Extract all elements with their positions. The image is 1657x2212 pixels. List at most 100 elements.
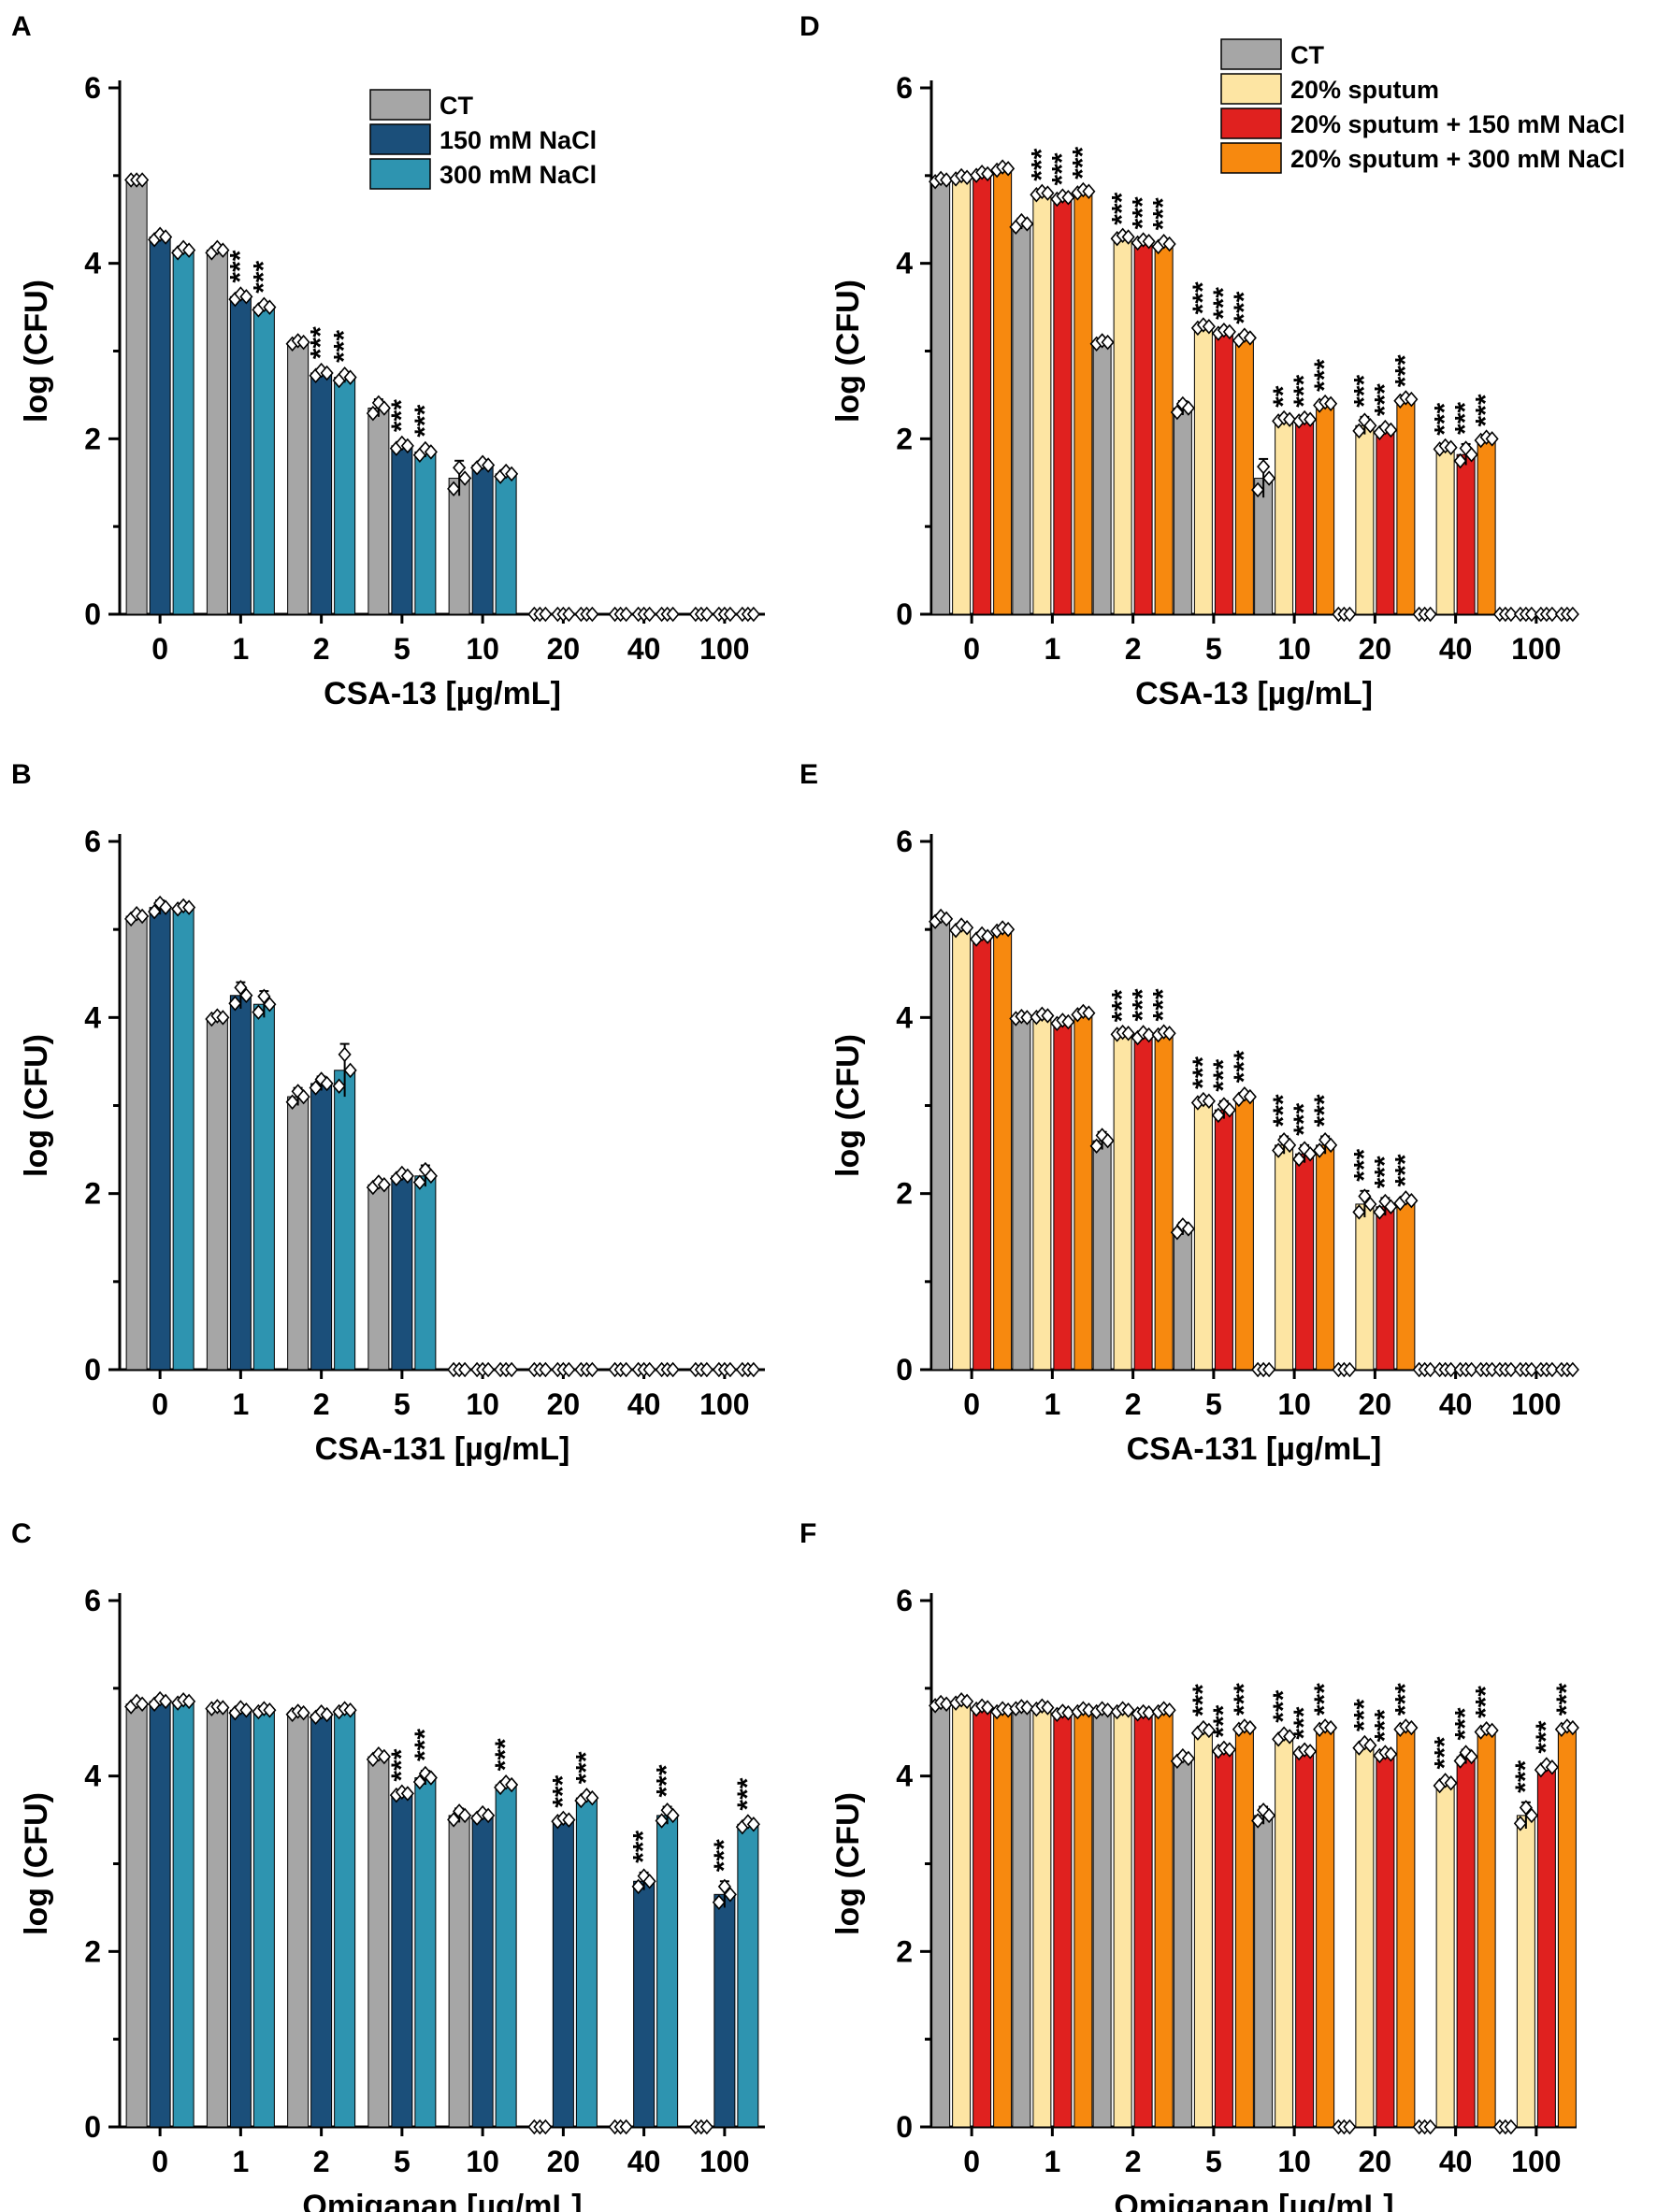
diamond-marker-icon — [296, 334, 310, 351]
bar-20-sputum — [1275, 1735, 1294, 2128]
diamond-marker-icon — [239, 289, 253, 305]
diamond-marker-icon — [424, 444, 438, 460]
significance-label: *** — [1450, 402, 1481, 435]
bar-20-sputum-300-mm-nacl — [1396, 1199, 1416, 1371]
diamond-marker-icon — [216, 1700, 230, 1716]
diamond-marker-icon — [981, 165, 995, 182]
x-tick-label: 1 — [1044, 1387, 1060, 1421]
legend-label: CT — [439, 92, 473, 120]
x-tick-label: 5 — [1205, 632, 1222, 666]
x-tick-label: 2 — [313, 2145, 330, 2178]
bar-20-sputum-150-mm-nacl — [1214, 331, 1233, 615]
diamond-marker-icon — [505, 1776, 519, 1793]
y-axis-title: log (CFU) — [19, 280, 54, 423]
bar-ct — [931, 918, 951, 1371]
x-tick-label: 0 — [151, 1387, 168, 1421]
diamond-marker-icon — [182, 1693, 196, 1710]
diamond-marker-icon — [539, 2119, 553, 2135]
x-tick-label: 5 — [1205, 2145, 1222, 2178]
x-axis-title: Omiganan [µg/mL] — [302, 2189, 582, 2212]
diamond-marker-icon — [458, 1807, 472, 1824]
diamond-marker-icon — [585, 1789, 599, 1806]
diamond-marker-icon — [252, 1004, 266, 1020]
diamond-marker-icon — [320, 1075, 334, 1092]
y-tick-label: 4 — [84, 247, 101, 280]
diamond-marker-icon — [296, 1088, 310, 1105]
diamond-marker-icon — [320, 1706, 334, 1723]
significance-label: *** — [1390, 354, 1420, 387]
bar-150-mm-nacl — [391, 445, 413, 615]
bar-ct — [1254, 1815, 1274, 2128]
significance-label: *** — [1268, 1094, 1299, 1127]
y-tick-label: 2 — [896, 1177, 913, 1211]
bar-300-mm-nacl — [334, 1709, 356, 2128]
x-tick-label: 10 — [466, 2145, 499, 2178]
diamond-marker-icon — [343, 369, 357, 385]
bar-20-sputum-150-mm-nacl — [1214, 1749, 1233, 2128]
significance-label: *** — [570, 1751, 601, 1784]
diamond-marker-icon — [1545, 1760, 1559, 1775]
legend-label: 20% sputum — [1290, 76, 1439, 104]
diamond-marker-icon — [746, 1361, 760, 1378]
x-tick-label: 0 — [963, 1387, 980, 1421]
bar-300-mm-nacl — [252, 1003, 275, 1371]
y-tick-label: 6 — [84, 825, 101, 858]
diamond-marker-icon — [159, 899, 173, 915]
significance-label: *** — [1551, 1683, 1582, 1716]
diamond-marker-icon — [136, 172, 150, 188]
bar-300-mm-nacl — [414, 451, 437, 615]
diamond-marker-icon — [1405, 391, 1419, 408]
diamond-marker-icon — [1162, 1026, 1176, 1041]
x-tick-label: 10 — [1277, 1387, 1311, 1421]
bar-20-sputum — [1113, 1032, 1132, 1371]
diamond-marker-icon — [1121, 1026, 1135, 1041]
diamond-marker-icon — [234, 980, 248, 996]
diamond-marker-icon — [1202, 1722, 1216, 1739]
bar-20-sputum-300-mm-nacl — [1316, 1144, 1335, 1371]
x-tick-label: 5 — [1205, 1387, 1222, 1421]
bar-ct — [287, 1096, 310, 1371]
bar-ct — [206, 250, 228, 615]
diamond-marker-icon — [1373, 1204, 1387, 1220]
bar-20-sputum-300-mm-nacl — [993, 928, 1013, 1371]
diamond-marker-icon — [1061, 1013, 1075, 1030]
diamond-marker-icon — [1304, 1146, 1318, 1162]
bar-20-sputum-150-mm-nacl — [1295, 1750, 1315, 2128]
diamond-marker-icon — [1020, 1010, 1034, 1026]
bar-ct — [1092, 1140, 1112, 1371]
bar-20-sputum-150-mm-nacl — [1295, 1153, 1315, 1371]
bar-300-mm-nacl — [414, 1777, 437, 2128]
x-tick-label: 100 — [1511, 2145, 1561, 2178]
diamond-marker-icon — [1222, 1101, 1236, 1118]
diamond-marker-icon — [1384, 1745, 1398, 1762]
significance-label: *** — [1289, 375, 1319, 408]
diamond-marker-icon — [1277, 1131, 1291, 1148]
diamond-marker-icon — [1082, 1005, 1096, 1021]
diamond-marker-icon — [1453, 452, 1467, 469]
bar-20-sputum — [1113, 237, 1132, 615]
significance-label: *** — [1107, 192, 1138, 224]
y-tick-label: 4 — [896, 1000, 913, 1034]
significance-label: *** — [1188, 281, 1218, 314]
x-axis-title: Omiganan [µg/mL] — [1114, 2189, 1393, 2212]
significance-label: *** — [386, 1748, 417, 1781]
diamond-marker-icon — [239, 987, 253, 1004]
legend-swatch-150-mm-nacl — [369, 123, 431, 155]
bar-20-sputum — [1193, 1730, 1213, 2128]
bar-20-sputum — [1275, 419, 1294, 615]
diamond-marker-icon — [666, 1361, 680, 1378]
bar-20-sputum-300-mm-nacl — [1234, 1727, 1254, 2128]
diamond-marker-icon — [1257, 458, 1271, 475]
diamond-marker-icon — [1142, 1027, 1156, 1043]
bar-150-mm-nacl — [149, 237, 171, 615]
x-tick-label: 20 — [547, 632, 581, 666]
bar-ct — [287, 341, 310, 615]
legend-label: 20% sputum + 150 mM NaCl — [1290, 110, 1625, 138]
diamond-marker-icon — [562, 1812, 576, 1828]
diamond-marker-icon — [1041, 1008, 1055, 1024]
bar-20-sputum-300-mm-nacl — [1396, 1727, 1416, 2128]
significance-label: *** — [1289, 1103, 1319, 1136]
diamond-marker-icon — [458, 470, 472, 486]
